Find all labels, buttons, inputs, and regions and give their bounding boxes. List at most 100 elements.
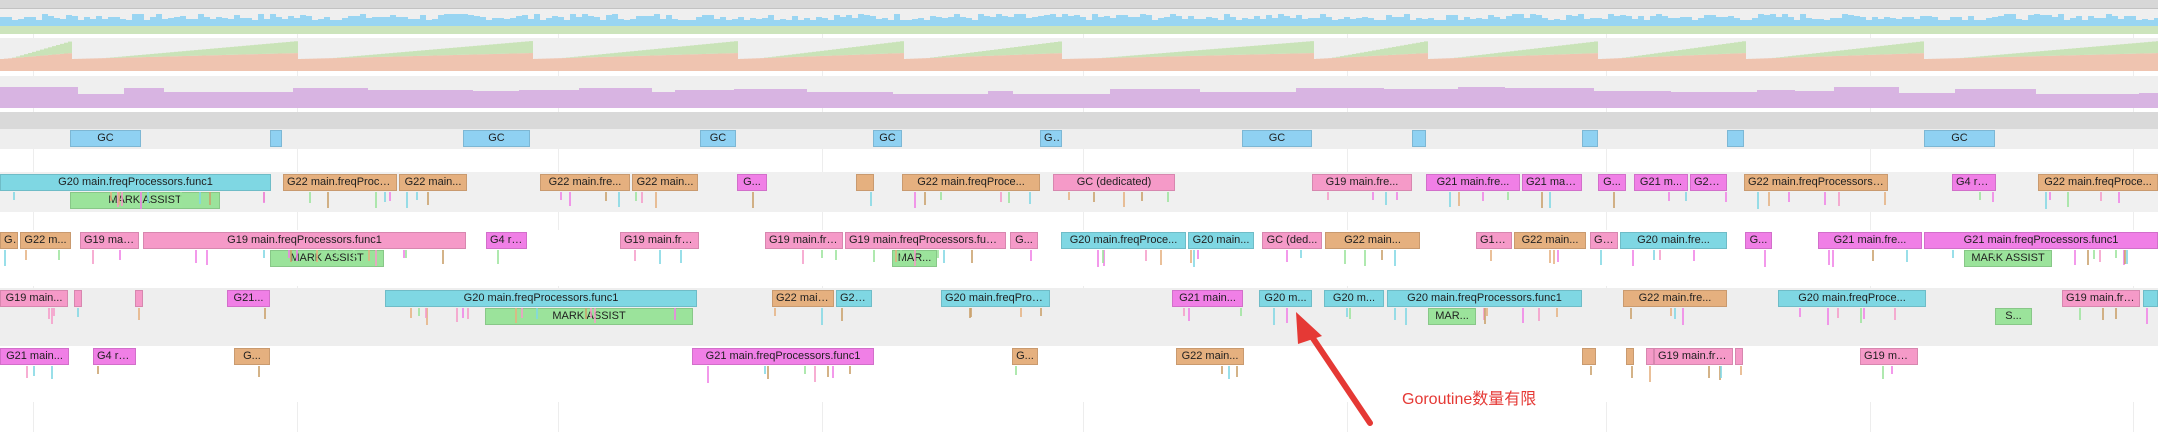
proc-row-3[interactable]: G21 main... G4 ru... G... G21 main.freqProc… xyxy=(0,346,2158,402)
goroutine-slice[interactable]: G19 main.fre... xyxy=(1654,348,1733,365)
goroutine-slice[interactable] xyxy=(135,290,143,307)
counter-bar xyxy=(1470,19,1476,26)
gc-slice[interactable] xyxy=(270,130,282,147)
goroutine-slice[interactable]: G21 main.freqProcessors.func1 xyxy=(1924,232,2158,249)
goroutine-slice[interactable]: G22 main.fre... xyxy=(1623,290,1727,307)
timeline-header[interactable] xyxy=(0,0,2158,9)
heap-track[interactable] xyxy=(0,38,2158,71)
goroutine-slice[interactable]: G20 main.freqProcessors.func1 xyxy=(0,174,271,191)
goroutine-slice[interactable]: G... xyxy=(1598,174,1626,191)
goroutine-slice[interactable]: G4 ru... xyxy=(486,232,527,249)
gc-slice[interactable]: GC xyxy=(700,130,736,147)
goroutine-slice[interactable]: G21 main.freqProcessors.func1 xyxy=(692,348,874,365)
goroutine-slice[interactable]: G19 main.freqProcessors.func1 xyxy=(845,232,1006,249)
goroutine-slice[interactable]: G19 main... xyxy=(1860,348,1918,365)
goroutine-slice[interactable]: G20 main... xyxy=(1188,232,1254,249)
goroutine-slice[interactable] xyxy=(1626,348,1634,365)
goroutine-slice[interactable]: G20 main.freqProcessors.func1 xyxy=(385,290,697,307)
gc-slice[interactable] xyxy=(1727,130,1744,147)
gc-slice[interactable]: GC xyxy=(1040,130,1062,147)
goroutine-slice[interactable]: G19 main.fre... xyxy=(1312,174,1412,191)
goroutine-slice[interactable]: G21 main.fre... xyxy=(1818,232,1922,249)
counter-bar xyxy=(1670,51,1674,57)
mark-assist-slice[interactable]: MAR... xyxy=(1428,308,1476,325)
gc-slice[interactable] xyxy=(1412,130,1426,147)
goroutine-slice[interactable]: G21 main... xyxy=(1172,290,1243,307)
goroutine-slice[interactable]: GC (ded... xyxy=(1262,232,1322,249)
mark-assist-slice[interactable]: S... xyxy=(1995,308,2032,325)
goroutine-slice[interactable]: G20 main.freqProce... xyxy=(1061,232,1186,249)
gc-slice[interactable]: GC xyxy=(873,130,902,147)
goroutine-slice[interactable]: G22 main.fre... xyxy=(540,174,630,191)
goroutine-slice[interactable] xyxy=(2143,290,2158,307)
gc-slice[interactable] xyxy=(1582,130,1598,147)
goroutine-slice[interactable]: G... xyxy=(1012,348,1038,365)
goroutine-slice[interactable] xyxy=(1582,348,1596,365)
gc-slice[interactable]: GC xyxy=(70,130,141,147)
goroutine-slice[interactable]: G22 main.freqProce... xyxy=(2038,174,2158,191)
counter-bar xyxy=(433,49,437,56)
goroutine-slice[interactable]: G19 main.freqProcessors.func1 xyxy=(143,232,466,249)
mark-assist-slice[interactable]: MARK ASSIST xyxy=(270,250,384,267)
goroutine-slice[interactable]: G20 main.freqProce... xyxy=(941,290,1050,307)
gc-slice[interactable]: GC xyxy=(1924,130,1995,147)
counter-bar xyxy=(1104,16,1110,26)
proc-row-2[interactable]: G19 main... G21... G20 main.freqProcessors… xyxy=(0,288,2158,346)
proc-row-1[interactable]: G2 G22 m... G19 main... G19 main.freqProces… xyxy=(0,230,2158,286)
goroutine-slice[interactable]: G20 m... xyxy=(1324,290,1384,307)
goroutine-slice[interactable]: G22 main.freqProce... xyxy=(283,174,397,191)
goroutine-slice[interactable]: G20 main.freqProcessors.func1 xyxy=(1387,290,1582,307)
goroutine-slice[interactable]: G21 m... xyxy=(1634,174,1688,191)
goroutine-slice[interactable]: G22 main... xyxy=(772,290,834,307)
goroutine-slice[interactable]: G21 main... xyxy=(0,348,69,365)
goroutines-track[interactable] xyxy=(0,9,2158,34)
goroutine-slice[interactable]: G20 main.freqProce... xyxy=(1778,290,1926,307)
gc-slice[interactable]: GC xyxy=(463,130,530,147)
goroutine-slice[interactable]: G22 main... xyxy=(1514,232,1586,249)
counter-bar xyxy=(1166,52,1170,57)
goroutine-slice[interactable]: G20... xyxy=(836,290,872,307)
mark-assist-slice[interactable]: MARK ASSIST xyxy=(1964,250,2052,267)
goroutine-slice[interactable]: G19 main... xyxy=(80,232,139,249)
goroutine-slice[interactable] xyxy=(856,174,874,191)
gc-slice[interactable]: GC xyxy=(1242,130,1312,147)
counter-bar xyxy=(1284,16,1290,26)
proc-row-0[interactable]: G20 main.freqProcessors.func1 G22 main.fr… xyxy=(0,172,2158,212)
goroutine-slice[interactable]: G19... xyxy=(1476,232,1512,249)
goroutine-slice[interactable]: G2 xyxy=(0,232,18,249)
goroutine-slice[interactable] xyxy=(1646,348,1654,365)
gc-row[interactable]: GC GC GC GC GC GC GC xyxy=(0,129,2158,149)
goroutine-slice[interactable]: G20 main.fre... xyxy=(1620,232,1727,249)
goroutine-slice[interactable]: G22 main... xyxy=(1325,232,1420,249)
goroutine-slice[interactable]: G... xyxy=(234,348,270,365)
goroutine-slice[interactable]: G22 main.freqProcessors.func1 xyxy=(1744,174,1888,191)
goroutine-slice[interactable]: G4 ru... xyxy=(93,348,136,365)
goroutine-slice[interactable]: G21 main... xyxy=(1522,174,1582,191)
mark-assist-slice[interactable]: MARK ASSIST xyxy=(70,192,220,209)
goroutine-slice[interactable]: G... xyxy=(737,174,767,191)
counter-bar xyxy=(1344,55,1348,58)
threads-track[interactable] xyxy=(0,76,2158,108)
goroutine-slice[interactable] xyxy=(1735,348,1743,365)
goroutine-slice[interactable]: G22 m... xyxy=(20,232,71,249)
counter-bar xyxy=(670,47,674,55)
goroutine-slice[interactable]: G22 main... xyxy=(1176,348,1244,365)
goroutine-slice[interactable]: G22 main.freqProce... xyxy=(902,174,1040,191)
goroutine-slice[interactable]: G21 main.fre... xyxy=(1426,174,1520,191)
goroutine-slice[interactable]: GC... xyxy=(1590,232,1618,249)
goroutine-slice[interactable]: G... xyxy=(1745,232,1772,249)
goroutine-slice[interactable]: G22 main... xyxy=(399,174,467,191)
goroutine-slice[interactable]: G... xyxy=(1010,232,1038,249)
goroutine-slice[interactable]: G21... xyxy=(227,290,270,307)
goroutine-slice[interactable]: GC (dedicated) xyxy=(1053,174,1175,191)
goroutine-slice[interactable] xyxy=(74,290,82,307)
goroutine-slice[interactable]: G20 m... xyxy=(1259,290,1312,307)
goroutine-slice[interactable]: G22 main... xyxy=(632,174,698,191)
counter-bar xyxy=(1744,59,1748,71)
goroutine-slice[interactable]: G19 main... xyxy=(0,290,68,307)
goroutine-slice[interactable]: G19 main.fre... xyxy=(765,232,843,249)
goroutine-slice[interactable]: G21... xyxy=(1690,174,1727,191)
goroutine-slice[interactable]: G4 ru... xyxy=(1952,174,1996,191)
goroutine-slice[interactable]: G19 main.fre... xyxy=(2062,290,2140,307)
goroutine-slice[interactable]: G19 main.fre... xyxy=(620,232,699,249)
